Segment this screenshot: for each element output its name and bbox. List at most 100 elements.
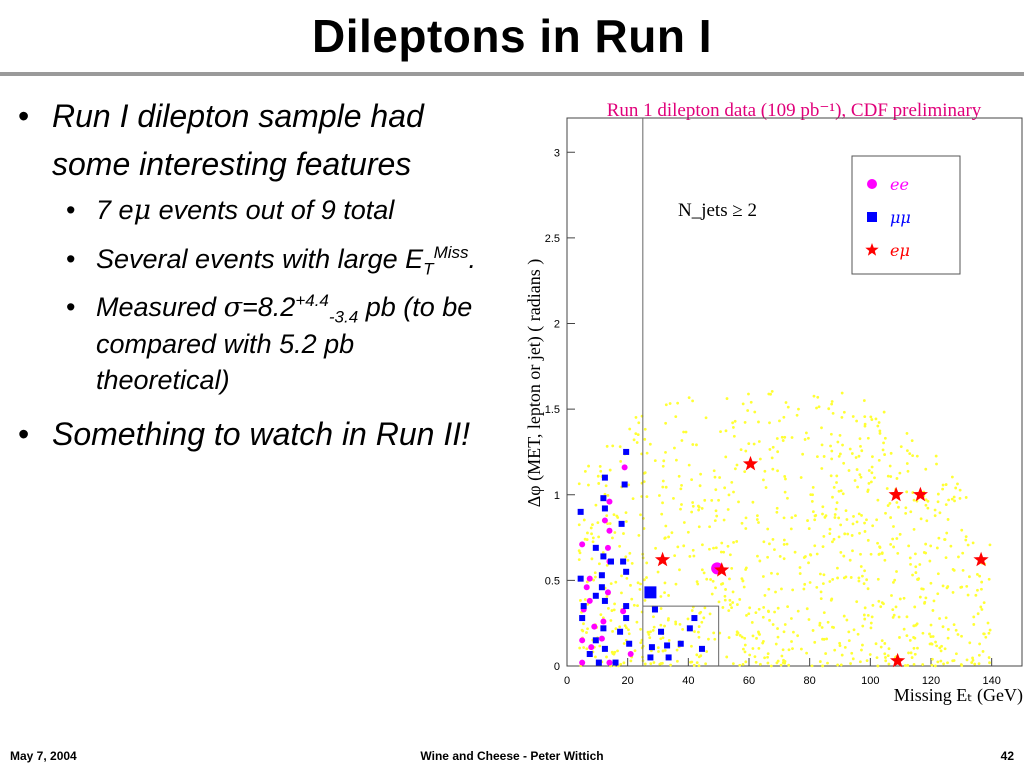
mc-background-point	[839, 489, 843, 493]
mc-background-point	[878, 431, 882, 435]
mc-background-point	[811, 629, 815, 632]
data-point--mc	[621, 481, 628, 488]
mc-background-point	[825, 637, 829, 641]
mc-background-point	[828, 532, 832, 536]
data-point--mc	[664, 642, 671, 649]
mc-background-point	[905, 432, 909, 435]
mc-background-point	[905, 615, 909, 619]
legend-label: eμ	[890, 241, 910, 260]
mc-background-point	[673, 446, 676, 450]
mc-background-point	[687, 463, 691, 467]
mc-background-point	[886, 504, 890, 507]
mc-background-point	[871, 603, 875, 607]
mc-background-point	[738, 633, 742, 637]
mc-background-point	[675, 458, 678, 462]
mc-background-point	[783, 623, 787, 626]
mc-background-point	[725, 655, 729, 659]
mc-background-point	[913, 605, 917, 609]
mc-background-point	[822, 455, 826, 458]
mc-background-point	[722, 518, 726, 522]
mc-background-point	[614, 580, 618, 584]
mc-background-point	[802, 587, 806, 591]
mc-background-point	[645, 561, 649, 565]
mc-background-point	[785, 542, 789, 546]
data-point--mc	[617, 628, 624, 635]
mc-background-point	[774, 590, 777, 594]
mc-background-point	[865, 659, 869, 663]
mc-background-point	[851, 415, 855, 418]
mc-background-point	[744, 566, 748, 570]
mc-background-point	[971, 541, 975, 545]
mc-background-point	[751, 634, 755, 638]
mc-background-point	[832, 485, 836, 489]
mc-background-point	[649, 630, 652, 634]
mc-background-point	[695, 443, 698, 447]
mc-background-point	[885, 487, 889, 490]
mc-background-point	[830, 457, 834, 461]
mc-background-point	[866, 436, 870, 440]
data-point--mc	[579, 615, 586, 622]
data-point--mc	[626, 640, 633, 647]
mc-background-point	[680, 503, 683, 506]
mc-background-point	[761, 575, 765, 578]
data-point--mc	[665, 654, 672, 661]
mc-background-point	[664, 485, 668, 489]
legend-marker-ee	[867, 179, 877, 189]
mc-background-point	[950, 475, 954, 479]
mc-background-point	[664, 450, 667, 454]
mc-background-point	[637, 534, 641, 537]
mc-background-point	[736, 603, 739, 606]
mc-background-point	[934, 454, 938, 458]
mc-background-point	[960, 634, 963, 638]
mc-background-point	[731, 590, 735, 594]
mc-background-point	[783, 475, 787, 478]
mc-background-point	[605, 563, 609, 567]
mc-background-point	[727, 609, 731, 613]
mc-background-point	[743, 643, 747, 647]
mc-background-point	[876, 577, 880, 581]
mc-background-point	[809, 493, 813, 496]
mc-background-point	[869, 552, 873, 556]
mc-background-point	[906, 469, 910, 473]
mc-background-point	[988, 661, 991, 665]
mc-background-point	[867, 469, 871, 472]
mc-background-point	[987, 577, 991, 581]
mc-background-point	[747, 392, 750, 396]
mc-background-point	[923, 600, 927, 604]
mc-background-point	[728, 603, 732, 607]
mc-background-point	[913, 552, 917, 556]
mc-background-point	[587, 464, 590, 468]
mc-background-point	[847, 469, 851, 472]
mc-background-point	[622, 532, 625, 535]
mc-background-point	[811, 510, 815, 514]
mc-background-point	[889, 475, 893, 478]
mc-background-point	[593, 575, 597, 579]
mc-background-point	[635, 441, 639, 444]
mc-background-point	[898, 532, 902, 536]
mc-background-point	[867, 481, 871, 485]
mc-background-point	[776, 572, 779, 576]
mc-background-point	[951, 591, 955, 594]
mc-background-point	[624, 520, 628, 523]
mc-background-point	[874, 417, 878, 421]
mc-background-point	[733, 467, 737, 471]
data-point--mc	[600, 495, 607, 502]
mc-background-point	[863, 569, 867, 573]
mc-background-point	[921, 631, 925, 635]
mc-background-point	[944, 503, 948, 507]
mc-background-point	[838, 644, 842, 648]
mc-background-point	[878, 545, 881, 549]
mc-background-point	[821, 545, 825, 549]
mc-background-point	[982, 632, 986, 636]
mc-background-point	[893, 578, 897, 582]
mc-background-point	[639, 582, 642, 586]
mc-background-point	[876, 424, 880, 428]
mc-background-point	[766, 661, 770, 665]
mc-background-point	[959, 663, 963, 666]
mc-background-point	[842, 614, 846, 618]
mc-background-point	[747, 612, 751, 616]
mc-background-point	[833, 648, 837, 652]
data-point--mc	[620, 558, 627, 565]
mc-background-point	[757, 521, 760, 524]
mc-background-point	[674, 582, 678, 586]
